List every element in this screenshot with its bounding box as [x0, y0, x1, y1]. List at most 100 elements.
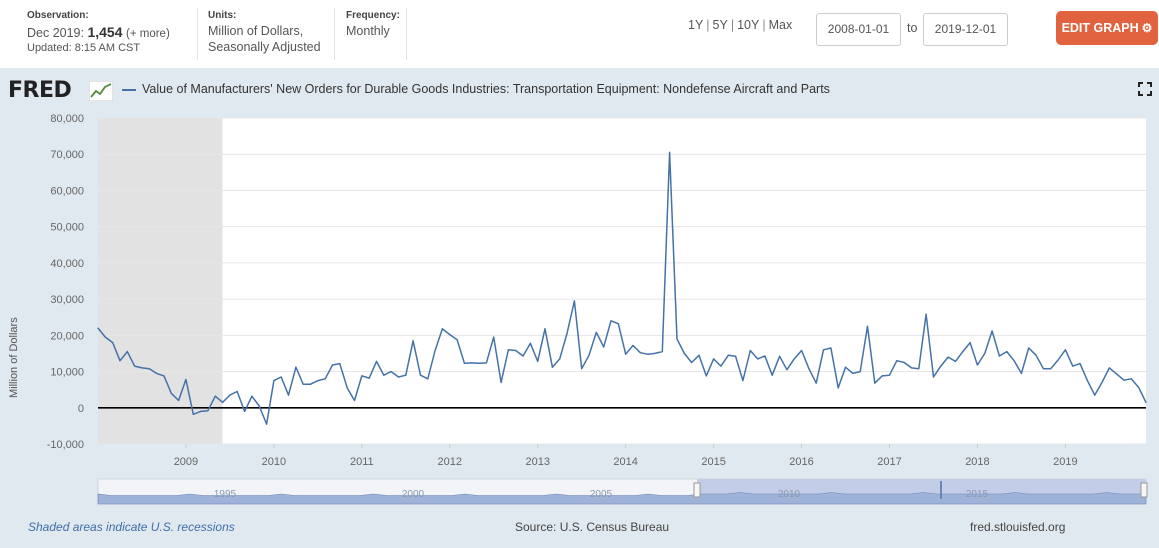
recession-note-link[interactable]: Shaded areas indicate U.S. recessions [28, 520, 235, 534]
data-point [603, 346, 605, 348]
recession-shading [98, 118, 223, 444]
data-point [734, 355, 737, 357]
data-point [537, 360, 539, 363]
observation-more-link[interactable]: (+ more) [126, 28, 170, 40]
data-point [727, 354, 729, 356]
navigator-year-label: 2010 [778, 489, 801, 500]
data-point [317, 380, 319, 382]
data-point [405, 374, 407, 376]
start-date-input[interactable]: 2008-01-01 [816, 13, 901, 46]
data-point [742, 380, 744, 382]
navigator-handle[interactable] [693, 482, 701, 498]
data-point [800, 349, 803, 352]
range-10y-link[interactable]: 10Y [737, 18, 760, 32]
chart-trend-icon [89, 81, 113, 101]
data-point [185, 378, 187, 381]
data-point [485, 362, 488, 364]
data-point [251, 395, 253, 397]
data-point [280, 376, 282, 378]
range-1y-link[interactable]: 1Y [688, 18, 704, 32]
navigator-year-label: 2015 [966, 489, 989, 500]
data-point [691, 361, 693, 364]
data-point [581, 368, 583, 370]
data-point [229, 394, 231, 396]
x-tick-label: 2017 [877, 456, 901, 468]
data-point [302, 383, 304, 385]
data-point [1072, 365, 1074, 367]
navigator-handle[interactable] [1140, 482, 1148, 498]
data-point [441, 328, 444, 330]
units-line2: Seasonally Adjusted [208, 40, 321, 54]
fred-logo[interactable]: FRED [8, 78, 72, 103]
data-point [493, 336, 495, 338]
data-point [1138, 386, 1140, 389]
frequency-block: Frequency: Monthly [346, 10, 400, 39]
navigator-year-label: 1995 [214, 489, 237, 500]
x-tick-label: 2016 [789, 456, 813, 468]
data-point [1079, 362, 1081, 365]
data-point [954, 360, 957, 363]
data-point [375, 360, 378, 363]
data-point [1035, 354, 1037, 356]
data-point [1145, 401, 1147, 404]
edit-graph-label: EDIT GRAPH [1061, 21, 1139, 35]
x-tick-label: 2019 [1053, 456, 1077, 468]
data-point [588, 354, 590, 356]
data-point [808, 368, 810, 370]
data-point [661, 351, 663, 353]
data-point [522, 355, 524, 357]
data-point [595, 331, 597, 334]
data-point [639, 352, 641, 354]
data-point [822, 349, 825, 351]
data-point [126, 351, 128, 353]
data-point [207, 410, 209, 412]
y-tick-label: 70,000 [50, 149, 84, 161]
divider [406, 8, 407, 60]
data-point [214, 395, 216, 397]
edit-graph-button[interactable]: EDIT GRAPH ⚙ [1056, 11, 1158, 45]
fullscreen-icon[interactable] [1138, 82, 1152, 96]
data-point [1064, 349, 1066, 351]
observation-block: Observation: Dec 2019: 1,454 (+ more) Up… [27, 10, 170, 54]
data-point [573, 300, 575, 302]
data-point [844, 366, 847, 368]
data-point [273, 380, 275, 382]
data-point [119, 360, 121, 362]
data-point [756, 358, 759, 360]
data-point [896, 360, 898, 362]
data-point [134, 365, 136, 367]
data-point [852, 372, 854, 374]
navigator-year-label: 2000 [402, 489, 425, 500]
observation-value-line: Dec 2019: 1,454 (+ more) [27, 24, 170, 40]
data-point [331, 364, 334, 366]
data-point [859, 370, 861, 373]
to-label: to [907, 21, 918, 35]
data-point [669, 151, 671, 154]
data-point [258, 405, 260, 407]
data-point [156, 372, 158, 374]
data-point [368, 377, 370, 379]
data-point [339, 362, 341, 365]
data-point [1020, 372, 1023, 374]
chart-title: Value of Manufacturers' New Orders for D… [142, 82, 830, 96]
source-note: Source: U.S. Census Bureau [515, 520, 670, 534]
range-5y-link[interactable]: 5Y [712, 18, 728, 32]
data-point [881, 375, 883, 377]
data-point [324, 378, 326, 380]
data-point [720, 365, 722, 367]
navigator-series [97, 492, 1147, 505]
series-line-swatch [122, 89, 136, 91]
end-date-input[interactable]: 2019-12-01 [923, 13, 1008, 46]
data-point [1050, 368, 1052, 370]
data-point [925, 313, 927, 315]
data-point [647, 353, 649, 355]
data-point [243, 410, 246, 412]
observation-label: Observation: [27, 10, 89, 21]
fred-url-link[interactable]: fred.stlouisfed.org [970, 520, 1066, 534]
range-separator: | [706, 18, 710, 32]
data-point [654, 352, 656, 355]
divider [334, 8, 335, 60]
data-point [200, 410, 202, 412]
data-point [471, 362, 473, 364]
range-max-link[interactable]: Max [768, 18, 793, 32]
